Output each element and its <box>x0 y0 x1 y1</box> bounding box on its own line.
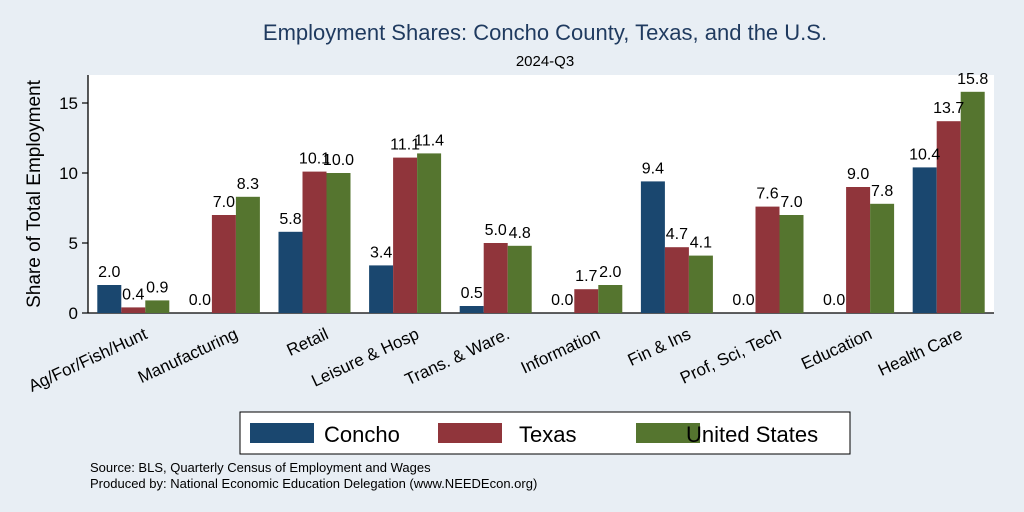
bar <box>912 167 937 313</box>
bar <box>574 289 599 313</box>
data-label: 7.0 <box>213 194 235 211</box>
bar <box>211 215 236 313</box>
data-label: 7.0 <box>780 194 802 211</box>
bar <box>936 121 961 313</box>
legend-swatch <box>438 423 502 443</box>
producer-note: Produced by: National Economic Education… <box>90 476 537 491</box>
bar <box>417 153 442 313</box>
data-label: 3.4 <box>370 244 392 261</box>
category-label: Trans. & Ware. <box>402 324 512 389</box>
data-label: 7.6 <box>756 186 778 203</box>
legend-box <box>239 411 851 455</box>
bar <box>97 285 122 313</box>
bar <box>640 181 665 313</box>
data-label: 0.0 <box>551 292 573 309</box>
bar <box>598 285 623 313</box>
bar <box>846 187 871 313</box>
data-label: 5.0 <box>485 222 507 239</box>
bar <box>302 171 327 313</box>
data-label: 13.7 <box>933 100 964 117</box>
y-tick-label: 10 <box>59 164 78 183</box>
data-label: 11.1 <box>390 137 420 154</box>
data-label: 9.4 <box>642 160 664 177</box>
bar <box>870 203 895 313</box>
data-label: 8.3 <box>237 176 259 193</box>
category-label: Manufacturing <box>135 324 241 387</box>
bars-group <box>97 91 985 313</box>
bar <box>121 307 146 313</box>
legend-swatch <box>250 423 314 443</box>
category-label: Health Care <box>875 324 965 380</box>
y-tick-label: 15 <box>59 94 78 113</box>
data-label: 15.8 <box>957 71 988 88</box>
bar <box>393 157 418 313</box>
data-label: 7.8 <box>871 183 893 200</box>
source-note: Source: BLS, Quarterly Census of Employm… <box>90 460 431 475</box>
data-label: 2.0 <box>98 264 120 281</box>
data-label: 2.0 <box>599 264 621 281</box>
data-label: 0.4 <box>122 286 144 303</box>
chart-title: Employment Shares: Concho County, Texas,… <box>263 20 827 45</box>
legend: Concho Texas United States <box>239 411 851 455</box>
bar <box>507 245 532 313</box>
y-tick-label: 5 <box>69 234 78 253</box>
y-axis-label: Share of Total Employment <box>24 79 45 307</box>
category-label: Fin & Ins <box>625 324 694 370</box>
bar <box>483 243 508 313</box>
bar <box>960 91 985 313</box>
legend-label: United States <box>686 422 818 447</box>
bar <box>755 206 780 313</box>
data-label: 10.1 <box>299 151 330 168</box>
category-label: Prof, Sci, Tech <box>677 324 784 387</box>
bar <box>459 306 484 313</box>
bar <box>688 255 713 313</box>
data-label: 9.0 <box>847 166 869 183</box>
legend-swatch <box>636 423 700 443</box>
data-label: 4.7 <box>666 226 688 243</box>
bar <box>235 196 260 313</box>
bar <box>278 231 303 313</box>
data-label: 4.1 <box>690 235 712 252</box>
category-label: Information <box>518 324 603 377</box>
legend-label: Concho <box>324 422 400 447</box>
value-labels-group: 2.00.4 0.90.07.08.35.810.110.03.411.111.4… <box>98 71 988 309</box>
data-label: 0.9 <box>146 279 168 296</box>
y-tick-label: 0 <box>69 304 78 323</box>
category-label: Education <box>798 324 875 373</box>
legend-label: Texas <box>519 422 576 447</box>
data-label: 11.4 <box>414 132 444 149</box>
bar <box>369 265 394 313</box>
data-label: 0.5 <box>461 285 483 302</box>
data-label: 10.0 <box>323 152 354 169</box>
bar <box>664 247 689 313</box>
data-label: 0.0 <box>732 292 754 309</box>
data-label: 0.0 <box>823 292 845 309</box>
chart-subtitle: 2024-Q3 <box>516 53 574 70</box>
category-label: Retail <box>284 324 331 360</box>
bar <box>145 300 170 313</box>
data-label: 0.0 <box>189 292 211 309</box>
bar <box>779 215 804 313</box>
data-label: 10.4 <box>909 146 940 163</box>
data-label: 4.8 <box>509 225 531 242</box>
bar <box>326 173 351 313</box>
category-label: Ag/For/Fish/Hunt <box>26 324 151 396</box>
data-label: 5.8 <box>279 211 301 228</box>
data-label: 1.7 <box>575 268 597 285</box>
